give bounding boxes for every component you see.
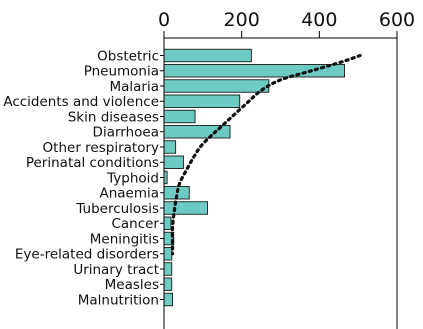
bar <box>163 292 173 307</box>
bar <box>163 247 173 261</box>
category-label: Meningitis <box>90 231 159 247</box>
category-label: Tuberculosis <box>75 201 159 217</box>
bar <box>163 48 252 63</box>
category-label: Anaemia <box>99 186 159 202</box>
category-label: Perinatal conditions <box>26 155 159 171</box>
trend-line <box>170 53 362 256</box>
bar <box>163 79 270 93</box>
category-label: Urinary tract <box>73 262 159 278</box>
bar <box>163 277 173 291</box>
trend-line-path <box>170 53 362 256</box>
bar <box>163 216 172 230</box>
category-label: Malnutrition <box>78 292 159 308</box>
category-label: Measles <box>105 277 159 293</box>
category-label: Skin diseases <box>68 109 159 125</box>
category-label: Eye-related disorders <box>15 247 159 263</box>
category-label: Diarrhoea <box>93 125 159 141</box>
category-label: Malaria <box>109 79 159 95</box>
category-label: Cancer <box>111 216 159 232</box>
bar <box>163 109 196 124</box>
category-label: Accidents and violence <box>3 94 159 110</box>
category-label: Other respiratory <box>43 140 159 156</box>
category-label: Pneumonia <box>84 64 159 80</box>
bar <box>163 262 173 276</box>
bar <box>163 201 208 215</box>
x-tick-label-400: 400 <box>301 9 337 31</box>
bar <box>163 140 177 154</box>
x-tick-label-0: 0 <box>158 9 170 31</box>
bars <box>163 48 346 307</box>
bar <box>163 94 241 108</box>
bar <box>163 155 184 169</box>
x-tick-label-600: 600 <box>379 9 415 31</box>
bar <box>163 64 346 78</box>
x-tick-label-200: 200 <box>224 9 260 31</box>
category-label: Typhoid <box>106 170 159 186</box>
x-axis-ticks: 0 200 400 600 <box>158 9 415 31</box>
category-label: Obstetric <box>97 48 159 64</box>
axes <box>160 31 398 329</box>
